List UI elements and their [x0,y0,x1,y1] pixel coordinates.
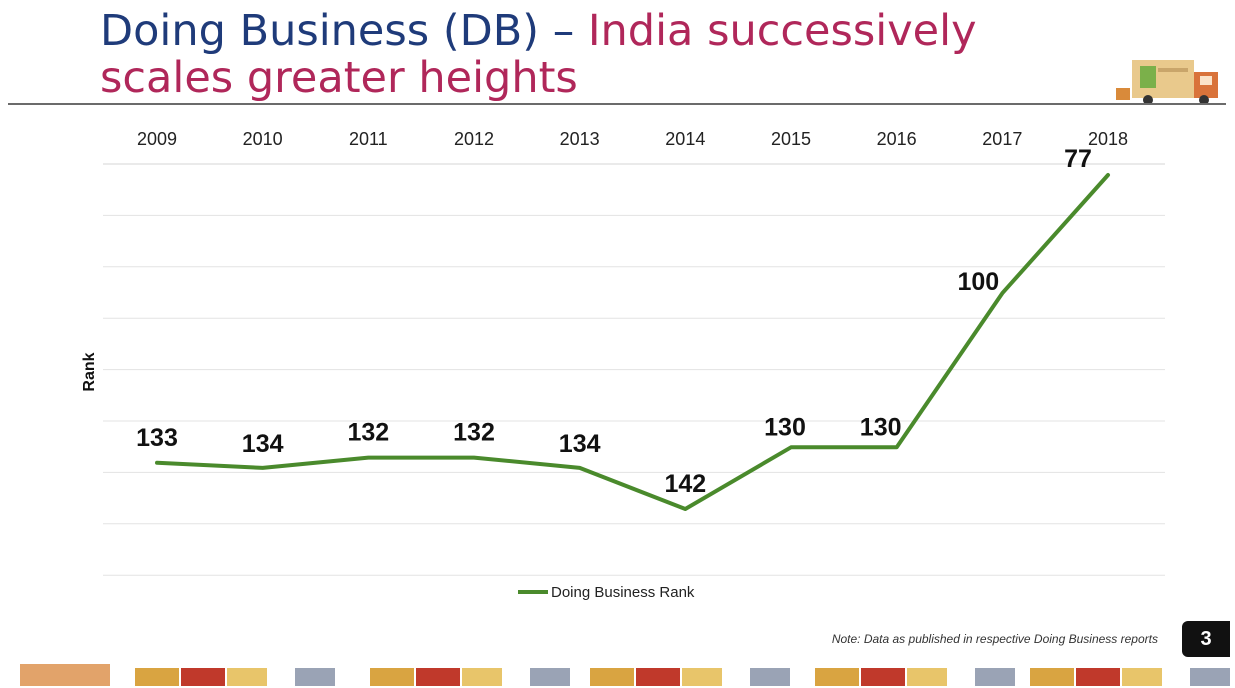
series-line-doing-business-rank [155,173,1110,511]
data-label: 134 [242,430,284,458]
data-label: 133 [136,424,178,452]
x-tick-label: 2018 [1088,129,1128,149]
slide-title: Doing Business (DB) – India successively… [100,8,1120,102]
header-rule [8,103,1226,105]
x-tick-label: 2011 [349,129,388,149]
data-label: 77 [1064,145,1092,173]
source-note: Note: Data as published in respective Do… [831,632,1158,646]
x-tick-label: 2010 [243,129,283,149]
data-label: 130 [860,413,902,441]
x-tick-label: 2013 [560,129,600,149]
title-part2: India successively scales greater height… [100,6,977,103]
freight-trucks-footer-icon [20,664,1230,686]
page-number: 3 [1182,621,1230,657]
x-tick-label: 2017 [982,129,1022,149]
x-tick-label: 2012 [454,129,494,149]
x-tick-label: 2015 [771,129,811,149]
truck-logo-icon [1116,60,1218,105]
title-part1: Doing Business (DB) [100,6,540,56]
data-label: 142 [664,470,706,498]
data-label: 100 [957,268,999,296]
title-separator: – [539,6,588,56]
x-tick-label: 2009 [137,129,177,149]
x-tick-label: 2016 [877,129,917,149]
data-label: 132 [453,419,495,447]
data-label: 130 [764,413,806,441]
legend: Doing Business Rank [518,584,695,601]
data-label: 134 [559,430,601,458]
legend-label: Doing Business Rank [551,584,695,601]
y-axis-label: Rank [81,352,98,391]
data-label: 132 [347,419,389,447]
x-tick-label: 2014 [665,129,705,149]
